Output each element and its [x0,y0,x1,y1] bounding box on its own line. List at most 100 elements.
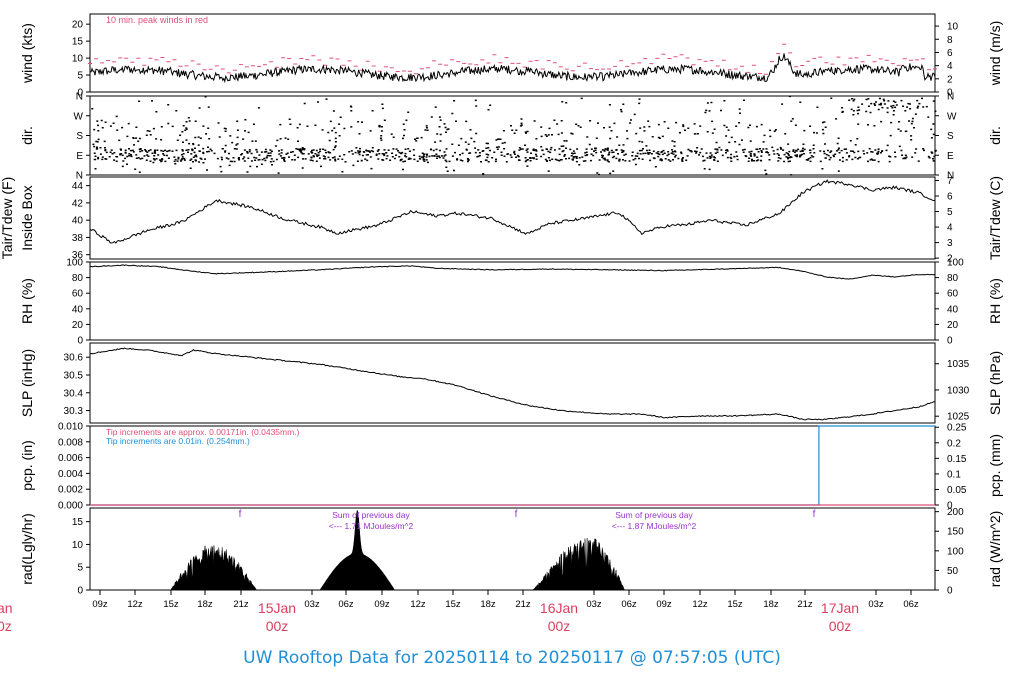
panel-frame-temp [89,176,936,260]
rad-marker-f: f [813,509,816,520]
rad-annotation-2-line2: <--- 1.87 MJoules/m^2 [612,521,697,531]
x-day-label-cut-date: an [0,600,13,616]
rad-right-tick-label: 150 [947,527,964,538]
x-tick-label: 15z [445,599,461,610]
wind-right-tick-label: 6 [947,48,953,59]
pcp-ylabel-right: pcp. (mm) [987,434,1003,497]
pcp-right-tick-label: 0.15 [947,454,967,465]
temp-left-tick-label: 42 [72,198,84,209]
rh-right-tick-label: 100 [947,258,964,269]
wind-right-tick-label: 10 [947,22,959,33]
x-tick-label: 03z [304,599,320,610]
pcp-left-tick-label: 0.000 [58,501,83,512]
slp-left-tick-label: 30.5 [64,371,84,382]
temp-left-tick-label: 44 [72,181,84,192]
x-tick-label: 09z [374,599,390,610]
dir-right-tick-label: S [947,131,954,142]
dir-left-tick-label: N [76,92,83,103]
x-tick-label: 09z [656,599,672,610]
dir-right-tick-label: E [947,151,954,162]
wind-right-tick-label: 4 [947,61,953,72]
temp-right-tick-label: 4 [947,223,953,234]
rad-right-tick-label: 50 [947,566,959,577]
rh-left-tick-label: 20 [72,320,84,331]
rh-left-tick-label: 40 [72,304,84,315]
rh-left-tick-label: 60 [72,289,84,300]
slp-left-tick-label: 30.6 [64,353,84,364]
pcp-right-tick-label: 0.05 [947,485,967,496]
wind-annotation: 10 min. peak winds in red [106,15,208,25]
temp-right-tick-label: 2 [947,254,953,265]
x-tick-label: 12z [692,599,708,610]
x-tick-label: 18z [480,599,496,610]
rad-marker-f: f [239,509,242,520]
slp-ylabel-left: SLP (inHg) [19,349,35,417]
dir-ylabel-left: dir. [19,126,35,145]
dir-left-tick-label: N [76,171,83,182]
dir-left-tick-label: E [76,151,83,162]
wind-right-tick-label: 2 [947,74,953,85]
rad-ylabel-left: rad(Lgly/hr) [19,513,35,585]
x-tick-label: 21z [515,599,531,610]
temp-ylabel-left: Inside Box [19,185,35,250]
dir-left-tick-label: S [76,131,83,142]
panel-frame-dir [89,95,936,176]
x-day-label-date: 15Jan [258,600,296,616]
wind-left-tick-label: 5 [77,71,83,82]
pcp-annotation-approx: Tip increments are approx. 0.00171in. (0… [106,427,300,437]
dir-right-tick-label: W [947,111,957,122]
pcp-left-tick-label: 0.006 [58,453,83,464]
pcp-left-tick-label: 0.004 [58,469,83,480]
temp-right-tick-label: 7 [947,176,953,187]
x-day-label-date: 17Jan [821,600,859,616]
rh-ylabel-left: RH (%) [19,278,35,324]
slp-right-tick-label: 1030 [947,385,970,396]
x-day-label-cut-time: 0z [0,618,12,634]
rh-series [89,264,936,280]
rad-left-tick-label: 15 [72,517,84,528]
panel-frame-wind [89,13,936,93]
dir-left-tick-label: W [74,111,84,122]
rad-left-tick-label: 5 [77,563,83,574]
x-tick-label: 03z [586,599,602,610]
rad-left-tick-label: 0 [77,586,83,597]
x-day-label-time: 00z [829,618,852,634]
x-tick-label: 12z [410,599,426,610]
temp-ylabel-right: Tair/Tdew (C) [987,176,1003,260]
rad-right-tick-label: 100 [947,546,964,557]
wind-right-tick-label: 8 [947,35,953,46]
slp-ylabel-right: SLP (hPa) [987,351,1003,415]
rh-right-tick-label: 20 [947,320,959,331]
x-day-label-time: 00z [548,618,571,634]
temp-right-tick-label: 3 [947,238,953,249]
rh-left-tick-label: 100 [66,258,83,269]
x-tick-label: 21z [797,599,813,610]
pcp-left-tick-label: 0.010 [58,422,83,433]
rh-left-tick-label: 0 [77,336,83,347]
panel-frame-slp [89,342,936,424]
rh-left-tick-label: 80 [72,273,84,284]
x-tick-label: 15z [727,599,743,610]
rh-right-tick-label: 60 [947,289,959,300]
x-day-label-time: 00z [266,618,289,634]
rad-ylabel-right: rad (W/m^2) [987,511,1003,588]
rad-right-tick-label: 200 [947,507,964,518]
pcp-annotation-tip: Tip increments are 0.01in. (0.254mm.) [106,436,250,446]
rad-annotation-1-line2: <--- 1.71 MJoules/m^2 [329,521,414,531]
pcp-right-tick-label: 0.1 [947,469,961,480]
x-tick-label: 21z [233,599,249,610]
slp-right-tick-label: 1025 [947,412,970,423]
dir-scatter-series [91,95,937,176]
slp-right-tick-label: 1035 [947,359,970,370]
x-tick-label: 09z [92,599,108,610]
rh-ylabel-right: RH (%) [987,278,1003,324]
slp-left-tick-label: 30.4 [64,388,84,399]
rh-right-tick-label: 40 [947,304,959,315]
wind-right-tick-label: 0 [947,88,953,99]
panel-frame-rh [89,261,936,341]
x-tick-label: 06z [903,599,919,610]
rh-right-tick-label: 0 [947,336,953,347]
temp-left-tick-label: 36 [72,250,84,261]
temp-ylabel-left: Tair/Tdew (F) [0,177,15,259]
temp-right-tick-label: 5 [947,207,953,218]
